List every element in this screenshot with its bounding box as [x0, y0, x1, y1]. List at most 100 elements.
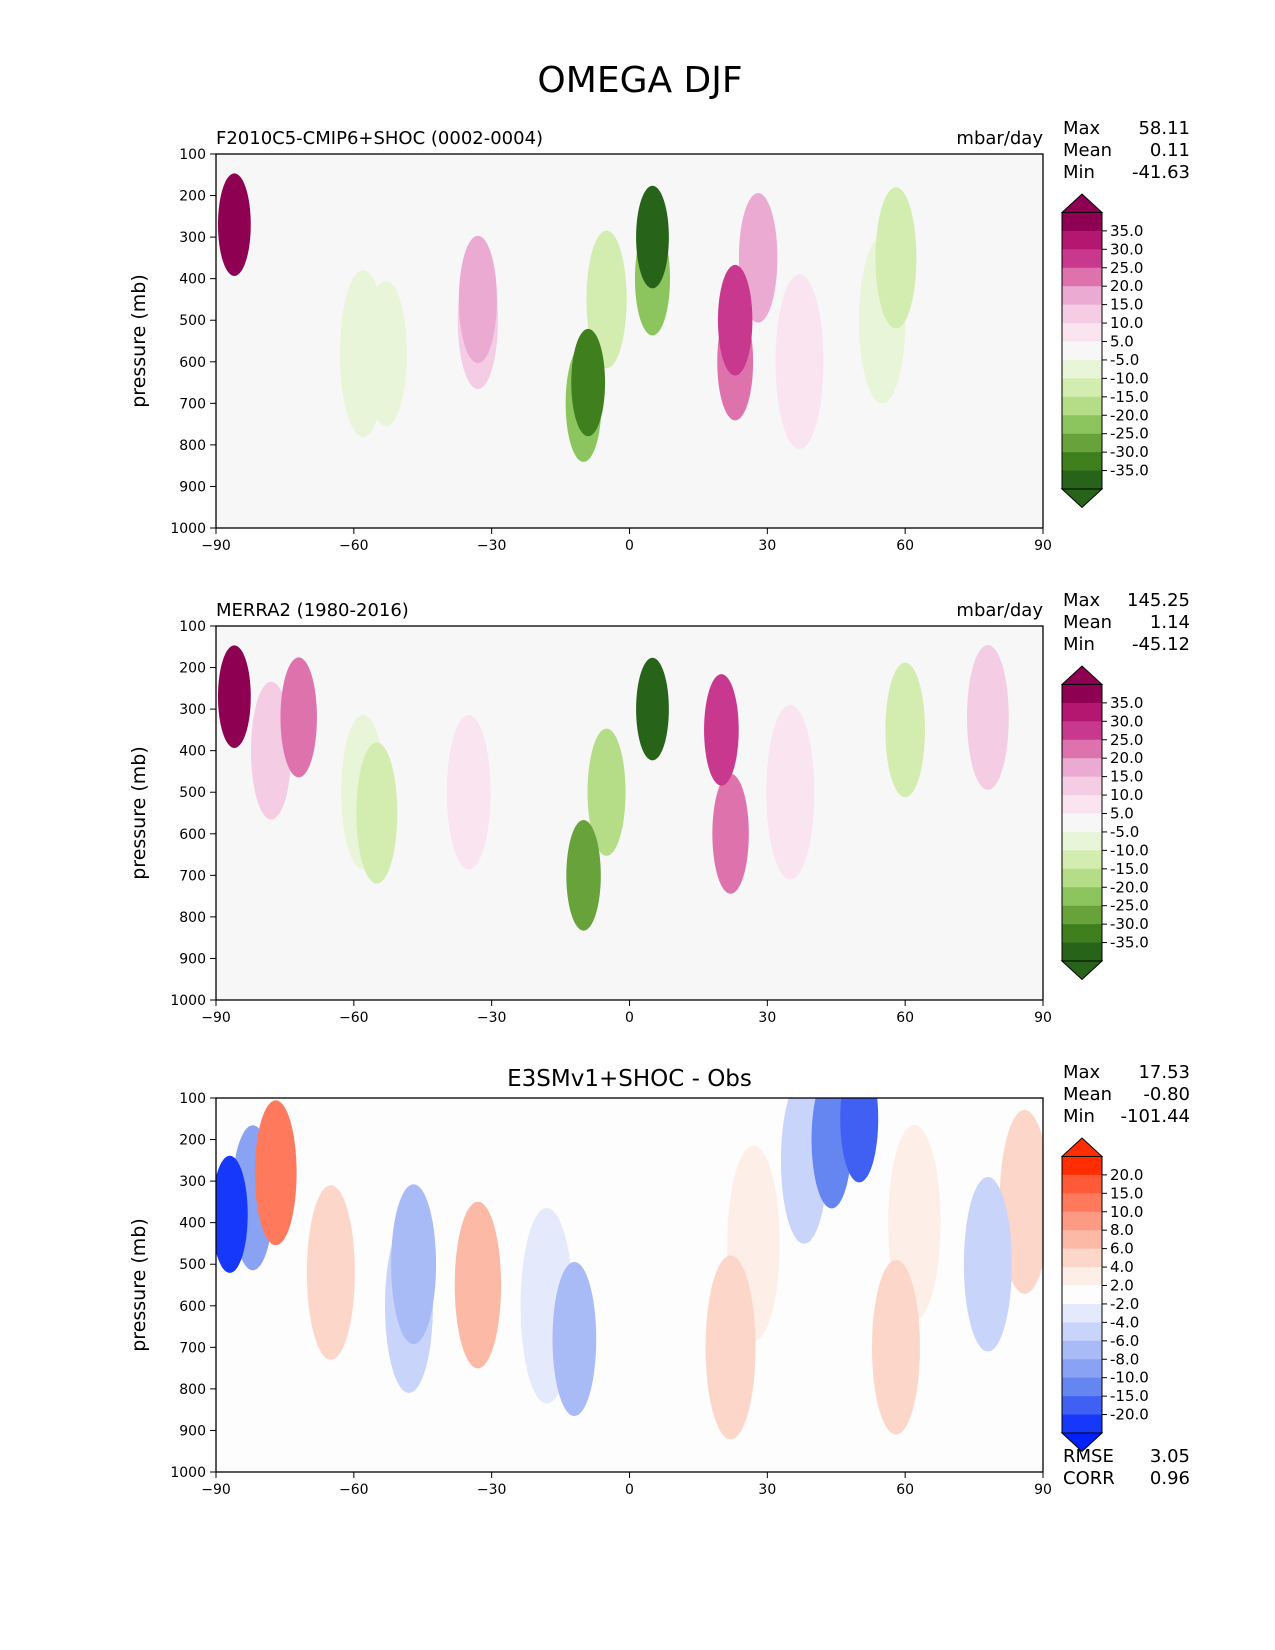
colorbar-cell [1062, 433, 1102, 453]
y-tick-label: 400 [179, 1216, 206, 1232]
colorbar-cell [1062, 1414, 1102, 1434]
x-tick-label: 90 [1034, 1482, 1052, 1498]
colorbar-cell [1062, 1377, 1102, 1397]
colorbar-label: 35.0 [1110, 694, 1143, 712]
contour-cell [962, 186, 1013, 371]
colorbar-label: -20.0 [1110, 878, 1149, 896]
colorbar-cell [1062, 1340, 1102, 1360]
field-contours [217, 173, 1013, 462]
y-tick-label: 800 [179, 1382, 206, 1398]
colorbar-cell [1062, 702, 1102, 722]
colorbar-label: -15.0 [1110, 1387, 1149, 1405]
x-tick-label: 30 [758, 1482, 776, 1498]
y-tick-label: 700 [179, 868, 206, 884]
x-tick-label: 60 [896, 1482, 914, 1498]
colorbar-cell [1062, 1359, 1102, 1379]
x-tick-label: −90 [201, 1482, 231, 1498]
colorbar-frame [1061, 211, 1103, 490]
metric-value: 3.05 [1150, 1446, 1190, 1467]
colorbar-label: 15.0 [1110, 768, 1143, 786]
colorbar-cell [1062, 396, 1102, 416]
colorbar-cell [1062, 286, 1102, 306]
colorbar-cell [1062, 868, 1102, 888]
colorbar-label: -10.0 [1110, 841, 1149, 859]
y-tick-label: 200 [179, 661, 206, 677]
x-tick-label: 60 [896, 538, 914, 554]
contour-cell [586, 230, 627, 369]
colorbar-label: 5.0 [1110, 333, 1134, 351]
field-contours [216, 1098, 1043, 1440]
colorbar-cell [1062, 924, 1102, 944]
colorbar-cell [1062, 1174, 1102, 1194]
figure-title: OMEGA DJF [537, 60, 742, 101]
x-tick-label: 0 [625, 1482, 634, 1498]
colorbar-label: -10.0 [1110, 1369, 1149, 1387]
stat-value: -0.80 [1143, 1084, 1190, 1105]
panel-title: E3SMv1+SHOC - Obs [507, 1066, 752, 1092]
y-tick-label: 1000 [170, 1465, 206, 1481]
x-tick-label: 0 [625, 1010, 634, 1026]
colorbar-label: -2.0 [1110, 1295, 1139, 1313]
x-tick-label: −90 [201, 1010, 231, 1026]
contour-cell [446, 715, 491, 870]
colorbar-label: 5.0 [1110, 805, 1134, 823]
colorbar-cell [1062, 470, 1102, 490]
colorbar-cell [1062, 378, 1102, 398]
metric-label: RMSE [1063, 1446, 1114, 1467]
panel-title: MERRA2 (1980-2016) [216, 600, 409, 621]
colorbar-cell [1062, 1322, 1102, 1342]
y-tick-label: 1000 [170, 521, 206, 537]
colorbar-label: 20.0 [1110, 277, 1143, 295]
colorbar-label: -30.0 [1110, 915, 1149, 933]
y-tick-label: 900 [179, 479, 206, 495]
colorbar-label: -5.0 [1110, 823, 1139, 841]
stat-value: -45.12 [1132, 634, 1190, 655]
contour-cell [636, 657, 669, 761]
y-tick-label: 500 [179, 1257, 206, 1273]
stat-value: 58.11 [1138, 118, 1190, 139]
colorbar-label: 15.0 [1110, 296, 1143, 314]
colorbar-cell [1062, 1248, 1102, 1268]
x-tick-label: 30 [758, 1010, 776, 1026]
colorbar-label: 25.0 [1110, 259, 1143, 277]
panel-1: −90 −60 −30 0 30 60 90 100 200 300 400 500 600 700 800… [128, 118, 1190, 554]
x-tick-label: −30 [477, 1010, 507, 1026]
colorbar-cell [1062, 721, 1102, 741]
contour-cell [875, 187, 917, 329]
contour-cell [216, 1155, 248, 1273]
colorbar-label: 30.0 [1110, 240, 1143, 258]
contour-cell [963, 1176, 1012, 1352]
colorbar-label: 8.0 [1110, 1221, 1134, 1239]
y-tick-label: 500 [179, 785, 206, 801]
y-tick-label: 600 [179, 827, 206, 843]
colorbar-cell [1062, 813, 1102, 833]
colorbar-label: 15.0 [1110, 1184, 1143, 1202]
contour-cell [587, 728, 626, 856]
colorbar-cell [1062, 942, 1102, 962]
colorbar-label: -4.0 [1110, 1313, 1139, 1331]
colorbar-cell [1062, 341, 1102, 361]
colorbar-cell [1062, 850, 1102, 870]
colorbar-label: -8.0 [1110, 1350, 1139, 1368]
x-tick-label: 90 [1034, 538, 1052, 554]
colorbar-label: 35.0 [1110, 222, 1143, 240]
colorbar-label: -25.0 [1110, 897, 1149, 915]
y-tick-label: 800 [179, 910, 206, 926]
contour-cell [306, 1185, 355, 1360]
y-tick-label: 500 [179, 313, 206, 329]
colorbar-label: -35.0 [1110, 934, 1149, 952]
stat-label: Min [1063, 162, 1095, 183]
contour-cell [704, 674, 739, 786]
y-tick-label: 300 [179, 702, 206, 718]
units-label: mbar/day [956, 128, 1043, 149]
colorbar-label: -6.0 [1110, 1332, 1139, 1350]
colorbar-cell [1062, 887, 1102, 907]
colorbar-label: 6.0 [1110, 1240, 1134, 1258]
x-tick-label: −90 [201, 538, 231, 554]
panel-3: −90 −60 −30 0 30 60 90 100 200 300 400 500 600 700 800… [128, 1062, 1190, 1498]
y-axis-label: pressure (mb) [128, 1218, 150, 1352]
contour-cell [705, 1255, 756, 1440]
contour-cell [454, 1201, 502, 1369]
colorbar-frame [1061, 683, 1103, 962]
stat-label: Max [1063, 590, 1101, 611]
